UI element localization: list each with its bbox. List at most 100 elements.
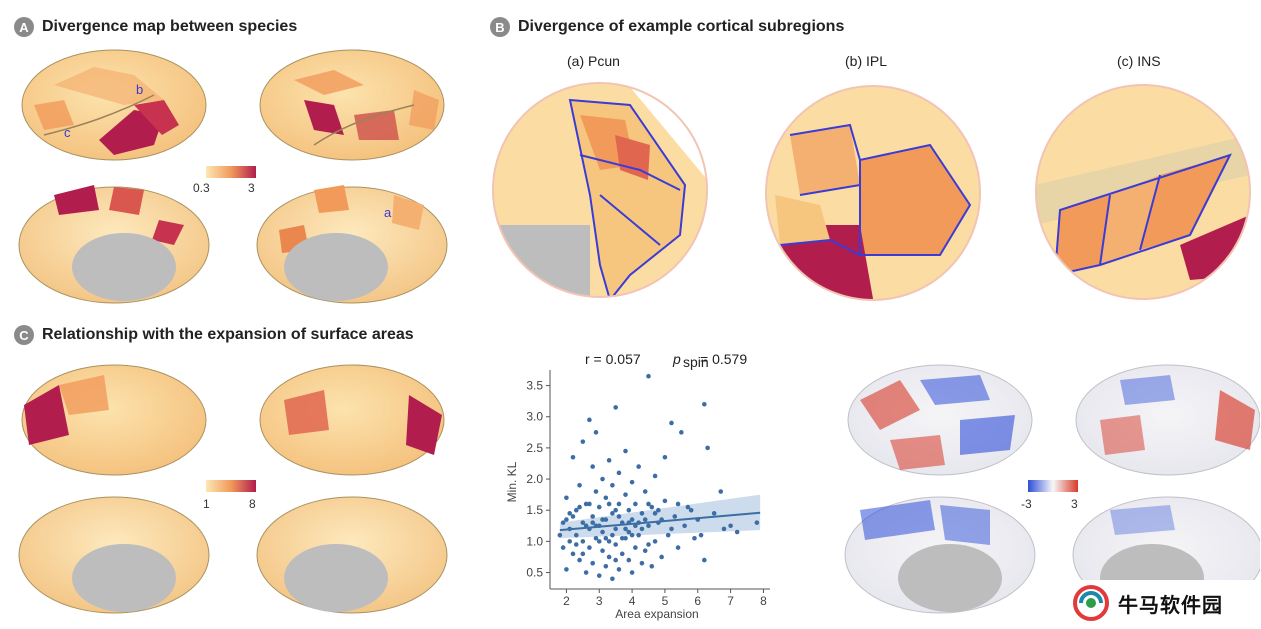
scatter-point [583, 501, 589, 507]
panel-b-zooms [492, 82, 1251, 301]
scatter-point [577, 482, 582, 488]
scatter-point [600, 529, 605, 535]
panel-a-brains: b c a [18, 49, 448, 304]
scatter-point [626, 507, 632, 513]
scatter-point [626, 529, 632, 535]
scatter-point [596, 504, 602, 510]
scatter-point [721, 526, 727, 532]
scatter-point [596, 573, 602, 578]
scatter-point [616, 567, 622, 572]
colorbar-c-diff-min: -3 [1021, 497, 1032, 511]
scatter-point [649, 504, 655, 510]
scatter-point [665, 532, 671, 538]
scatter-point [590, 514, 595, 519]
colorbar-a [206, 166, 256, 178]
y-tick-label: 2.5 [526, 441, 543, 455]
scatter-point [593, 430, 599, 435]
marker-a: a [384, 205, 392, 220]
scatter-point [619, 535, 625, 541]
colorbar-a-min: 0.3 [193, 181, 210, 195]
scatter-point [646, 501, 651, 507]
scatter-point [606, 539, 612, 544]
scatter-point [577, 504, 582, 510]
scatter-point [573, 532, 579, 538]
scatter-point [623, 492, 628, 497]
scatter-point [652, 539, 658, 544]
scatter-point [692, 535, 697, 541]
scatter-point [590, 464, 595, 469]
scatter-point [603, 564, 609, 569]
scatter-point [639, 560, 645, 566]
scatter-point [590, 560, 595, 566]
zoom-ipl [766, 86, 980, 300]
scatter-plot: r = 0.057 p spin = 0.579 Min. KL Area ex… [505, 351, 770, 621]
diff-left-lateral [847, 364, 1033, 476]
scatter-point [580, 551, 586, 557]
scatter-point [610, 511, 615, 516]
scatter-point [613, 557, 618, 563]
scatter-point [596, 539, 602, 544]
y-tick-label: 1.0 [526, 534, 543, 548]
scatter-point [593, 535, 599, 541]
scatter-point [639, 511, 645, 516]
scatter-point [698, 532, 704, 538]
marker-c: c [64, 125, 71, 140]
fit-line [559, 511, 761, 532]
brain-right-medial [256, 185, 448, 304]
scatter-point [619, 551, 625, 557]
scatter-point [610, 532, 615, 538]
scatter-point [669, 420, 674, 426]
x-tick-label: 4 [629, 594, 636, 608]
scatter-point [583, 570, 589, 575]
scatter-point [567, 511, 573, 516]
scatter-point [587, 417, 592, 423]
scatter-point [623, 526, 628, 532]
scatter-point [600, 548, 605, 554]
scatter-point [560, 520, 566, 525]
watermark-text: 牛马软件园 [1118, 592, 1223, 617]
scatter-point [564, 567, 569, 572]
scatter-point [642, 548, 648, 554]
scatter-point [685, 504, 691, 510]
subtitle-ipl: (b) IPL [845, 53, 888, 69]
scatter-point [603, 535, 609, 541]
subtitle-ins: (c) INS [1117, 53, 1161, 69]
y-tick-label: 0.5 [526, 566, 543, 580]
scatter-point [623, 448, 628, 454]
confidence-band [559, 494, 761, 539]
scatter-point [688, 507, 694, 513]
scatter-point [570, 514, 576, 519]
panel-c-letter: C [14, 325, 34, 345]
brain-left-lateral [21, 49, 207, 161]
x-tick-label: 7 [727, 594, 734, 608]
scatter-point [573, 507, 579, 513]
scatter-point [633, 545, 638, 550]
watermark: 牛马软件园 [1062, 580, 1261, 626]
scatter-point [633, 501, 638, 507]
scatter-point [603, 517, 609, 522]
scatter-point [718, 489, 724, 494]
scatter-point [656, 507, 661, 513]
scatter-point [702, 401, 707, 407]
scatter-point [587, 545, 592, 550]
brain-left-medial [18, 185, 210, 304]
diff-right-lateral [1075, 364, 1260, 476]
scatter-point [652, 473, 658, 479]
panel-b-letter: B [490, 17, 510, 37]
scatter-point [600, 517, 605, 522]
scatter-point [613, 526, 618, 532]
scatter-point [642, 489, 648, 494]
scatter-point [623, 535, 628, 541]
y-tick-label: 2.0 [526, 472, 543, 486]
scatter-point [734, 529, 740, 535]
scatter-point [728, 523, 733, 529]
scatter-point [675, 501, 681, 507]
x-tick-label: 8 [760, 594, 767, 608]
colorbar-c-area [206, 480, 256, 492]
colorbar-c-area-max: 8 [249, 497, 256, 511]
scatter-point [580, 520, 586, 525]
marker-b: b [136, 82, 143, 97]
scatter-point [702, 557, 707, 563]
scatter-point [646, 373, 651, 379]
scatter-point [557, 532, 563, 538]
